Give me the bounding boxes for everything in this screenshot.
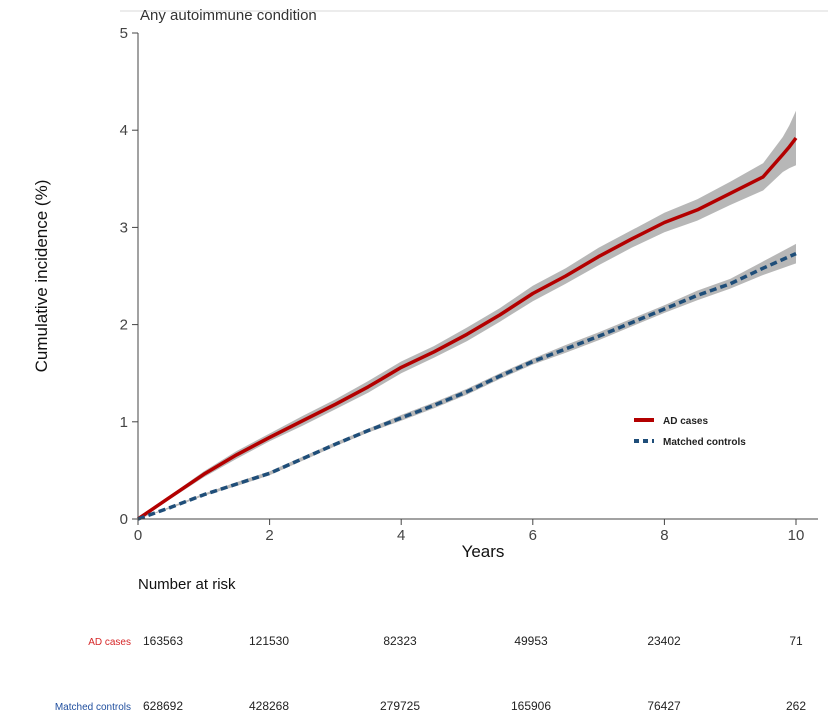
risk-value: 23402: [647, 634, 681, 648]
x-axis-title: Years: [462, 542, 505, 561]
ci-band-0: [138, 110, 796, 520]
y-tick-label: 2: [120, 317, 128, 334]
risk-row-label-0: AD cases: [88, 637, 131, 648]
risk-value: 165906: [511, 699, 551, 713]
x-tick-label: 10: [788, 527, 805, 544]
risk-value: 49953: [514, 634, 548, 648]
confidence-bands: [138, 110, 796, 520]
legend-label-1: Matched controls: [663, 437, 746, 448]
risk-table: AD cases 163563 121530 82323 49953 23402 71 Mat…: [55, 634, 806, 713]
risk-value: 428268: [249, 699, 289, 713]
risk-value: 163563: [143, 634, 183, 648]
risk-value: 279725: [380, 699, 420, 713]
risk-value: 121530: [249, 634, 289, 648]
x-tick-label: 0: [134, 527, 142, 544]
risk-value: 71: [789, 634, 803, 648]
y-tick-label: 0: [120, 511, 128, 528]
series-line-1: [137, 252, 797, 521]
x-tick-label: 2: [265, 527, 273, 544]
legend: AD cases Matched controls: [634, 416, 746, 448]
risk-row-label-1: Matched controls: [55, 702, 131, 713]
series-lines: [137, 136, 798, 521]
x-tick-label: 6: [529, 527, 537, 544]
legend-label-0: AD cases: [663, 416, 708, 427]
risk-value: 262: [786, 699, 806, 713]
y-axis-title: Cumulative incidence (%): [32, 180, 51, 373]
y-tick-label: 5: [120, 25, 128, 42]
risk-table-title: Number at risk: [138, 576, 236, 593]
y-tick-label: 3: [120, 219, 128, 236]
ci-band-1: [138, 243, 796, 519]
axes: 0 1 2 3 4 5 0 2 4 6 8 10: [120, 25, 818, 544]
y-tick-label: 1: [120, 414, 128, 431]
risk-value: 628692: [143, 699, 183, 713]
risk-value: 82323: [383, 634, 417, 648]
x-tick-label: 4: [397, 527, 405, 544]
series-line-0: [137, 136, 798, 521]
risk-value: 76427: [647, 699, 681, 713]
x-tick-label: 8: [660, 527, 668, 544]
y-tick-label: 4: [120, 122, 128, 139]
chart-title: Any autoimmune condition: [140, 7, 317, 24]
